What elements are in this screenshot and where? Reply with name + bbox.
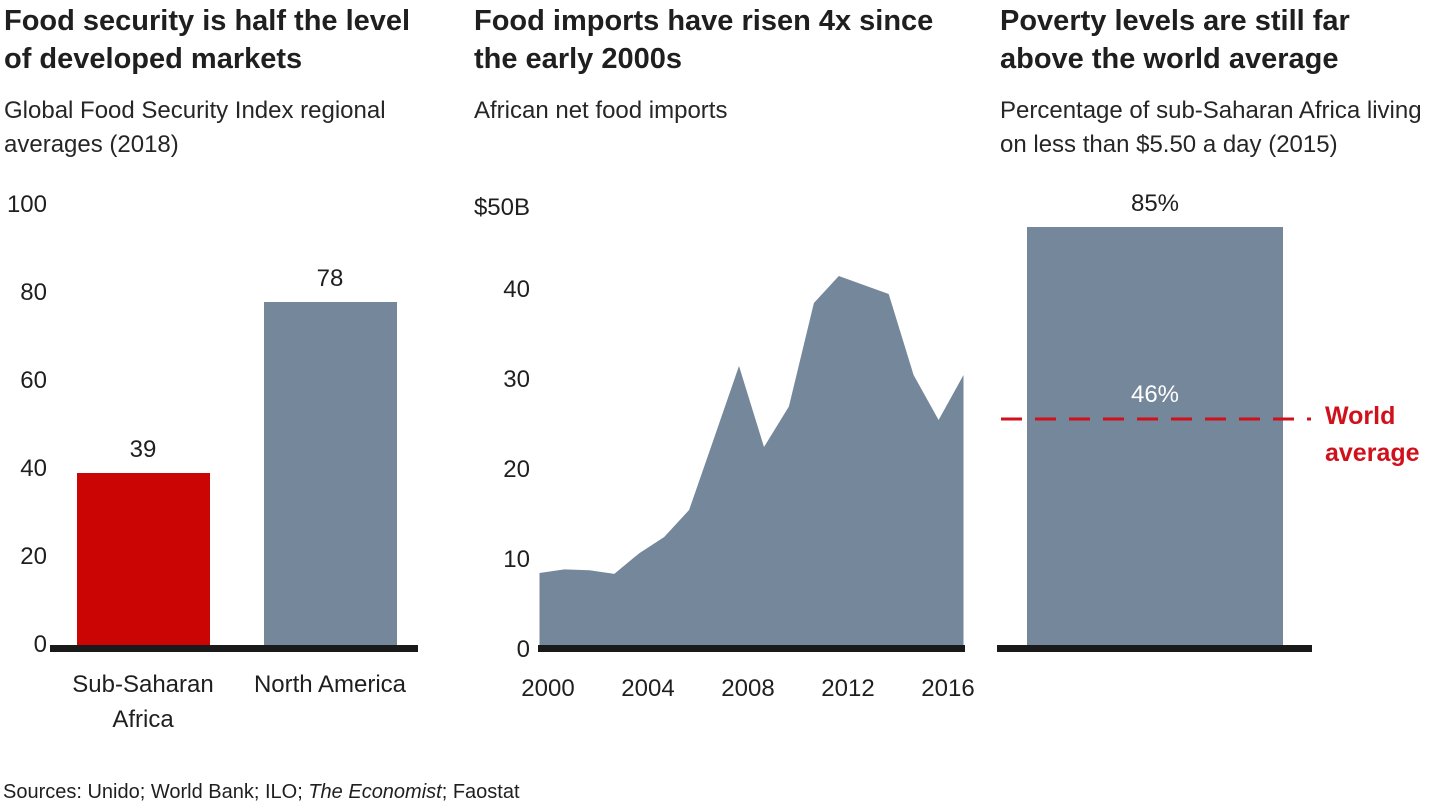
area-fill bbox=[539, 276, 964, 645]
panel-left-heading: Food security is half the level of devel… bbox=[4, 2, 410, 162]
chart-subtitle: Global Food Security Index regional bbox=[4, 97, 386, 124]
net-food-imports-area-series bbox=[539, 276, 964, 645]
y-axis-tick-label: 0 bbox=[33, 631, 47, 658]
reference-line-value-label: 46% bbox=[1130, 380, 1180, 408]
page-title: the early 2000s bbox=[474, 43, 682, 75]
bar-sub-saharan-africa bbox=[1027, 227, 1283, 645]
bar-value-label: 39 bbox=[129, 436, 157, 464]
x-axis-baseline bbox=[50, 645, 418, 652]
y-axis-tick-label: 0 bbox=[516, 636, 530, 663]
x-axis-baseline bbox=[538, 645, 965, 652]
world-average-dashed-line bbox=[1001, 417, 1311, 421]
chart-subtitle: Percentage of sub-Saharan Africa living bbox=[1000, 97, 1422, 124]
category-axis-label: North America bbox=[253, 671, 407, 698]
page-title: Poverty levels are still far bbox=[1000, 5, 1350, 37]
sources-text: ; Faostat bbox=[441, 781, 520, 803]
sources-text: Sources: Unido; World Bank; ILO; bbox=[3, 781, 309, 803]
page-title: Food security is half the level bbox=[4, 5, 411, 37]
panel-middle-heading: Food imports have risen 4x since the ear… bbox=[474, 2, 933, 128]
bar-value-label: 78 bbox=[316, 264, 344, 292]
x-axis-tick-label: 2008 bbox=[721, 675, 775, 702]
chart-subtitle: on less than $5.50 a day (2015) bbox=[1000, 131, 1338, 158]
y-axis-tick-label: $50B bbox=[473, 194, 530, 221]
chart-subtitle: averages (2018) bbox=[4, 131, 179, 158]
page-title: Food imports have risen 4x since bbox=[474, 5, 934, 37]
x-axis-tick-label: 2000 bbox=[521, 675, 575, 702]
category-axis-label: Sub-Saharan bbox=[72, 671, 214, 698]
world-average-label: World bbox=[1325, 401, 1396, 430]
page-title: of developed markets bbox=[4, 43, 303, 75]
y-axis-tick-label: 20 bbox=[20, 543, 47, 570]
y-axis-tick-label: 100 bbox=[6, 191, 47, 218]
x-axis-tick-label: 2016 bbox=[921, 675, 975, 702]
y-axis-tick-label: 60 bbox=[20, 367, 47, 394]
y-axis-tick-label: 20 bbox=[503, 456, 530, 483]
page-title: above the world average bbox=[1000, 43, 1339, 75]
panel-right-heading: Poverty levels are still far above the w… bbox=[1000, 2, 1422, 162]
chart-subtitle: African net food imports bbox=[474, 97, 728, 124]
bar-sub-saharan-africa bbox=[76, 473, 210, 645]
bar-north-america bbox=[263, 301, 397, 645]
y-axis-tick-label: 80 bbox=[20, 279, 47, 306]
y-axis-tick-label: 40 bbox=[20, 455, 47, 482]
x-axis-tick-label: 2004 bbox=[621, 675, 675, 702]
bar-value-label: 85% bbox=[1130, 190, 1180, 217]
y-axis-tick-label: 40 bbox=[503, 276, 530, 303]
sources-note: Sources: Unido; World Bank; ILO; The Eco… bbox=[3, 779, 520, 805]
category-axis-label: Africa bbox=[112, 706, 174, 733]
x-axis-tick-label: 2012 bbox=[821, 675, 875, 702]
world-average-label: average bbox=[1325, 438, 1420, 467]
y-axis-tick-label: 30 bbox=[503, 366, 530, 393]
sources-italic-text: The Economist bbox=[308, 781, 442, 803]
x-axis-baseline bbox=[997, 645, 1312, 652]
y-axis-tick-label: 10 bbox=[503, 546, 530, 573]
